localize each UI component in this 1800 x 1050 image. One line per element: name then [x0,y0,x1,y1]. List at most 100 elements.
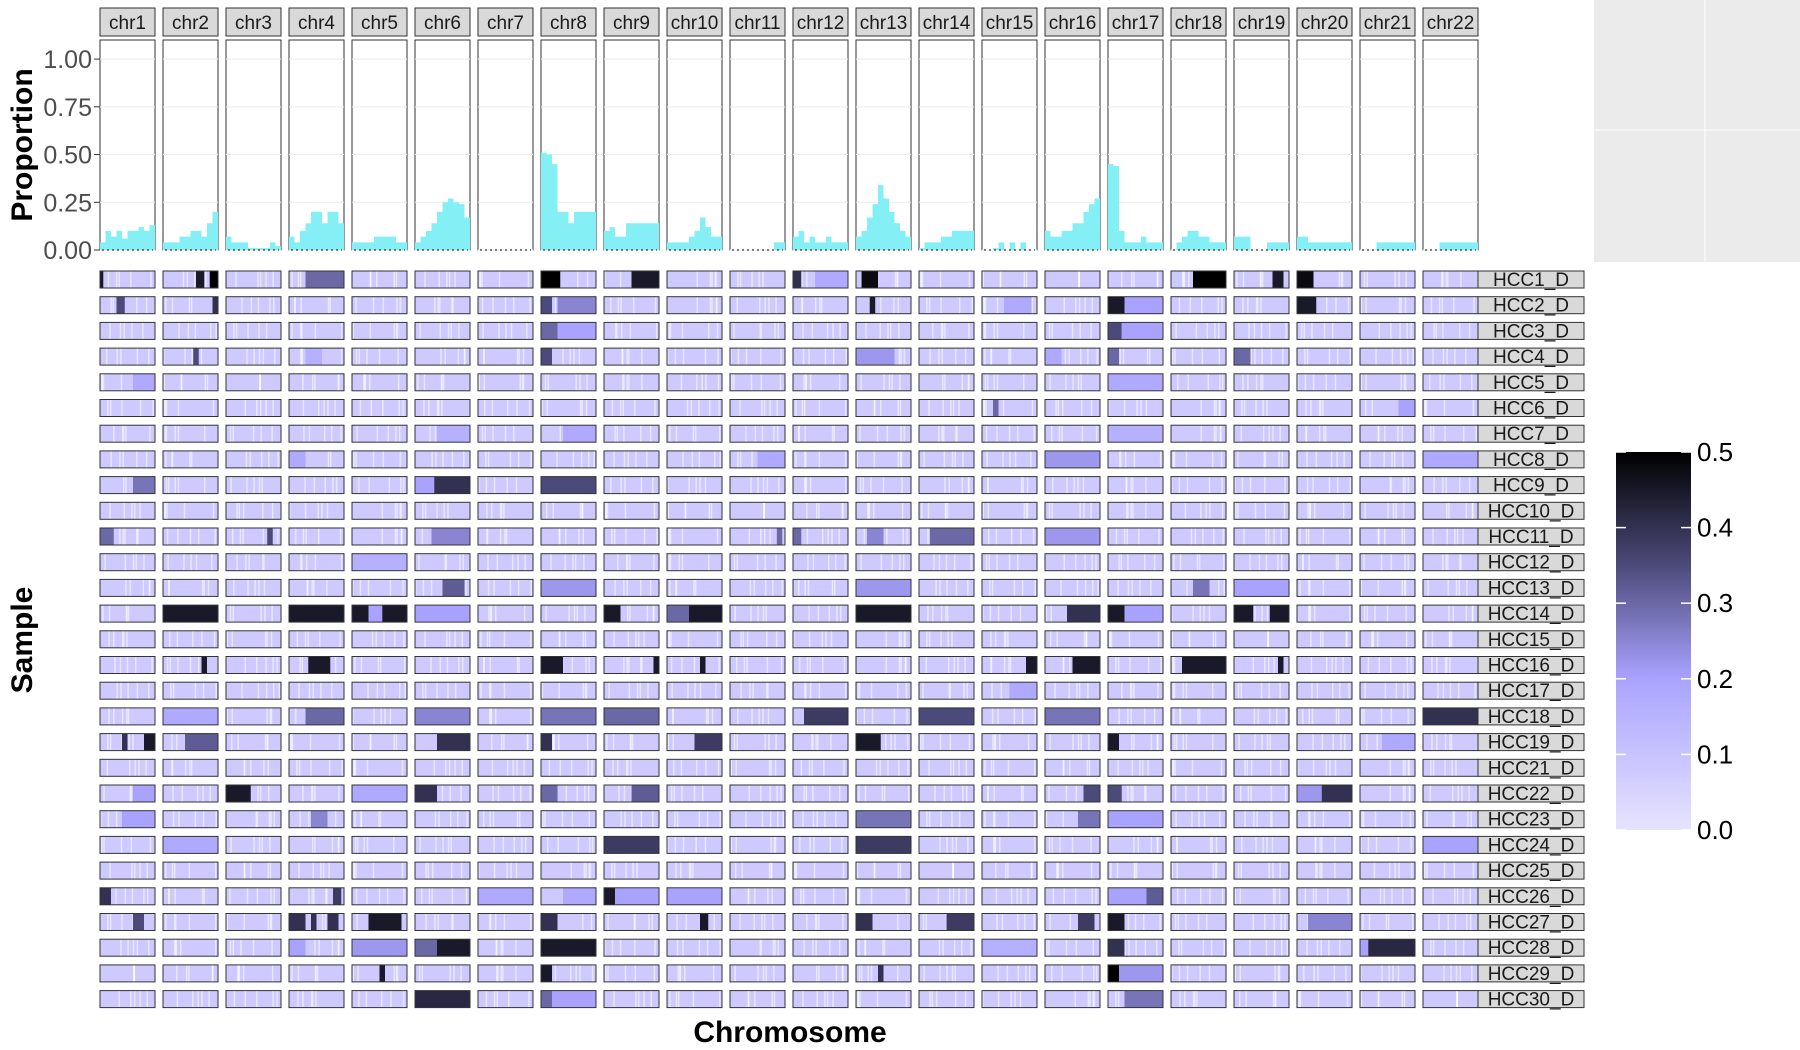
heatmap-cell-base [478,708,533,725]
heatmap-cell-texture [1215,631,1217,648]
heatmap-cell-texture [844,554,846,571]
heatmap-cell-texture [269,297,271,314]
heatmap-cell-texture [133,554,135,571]
heatmap-cell-texture [579,348,581,365]
heatmap-cell-texture [737,297,739,314]
heatmap-cell-texture [132,734,134,751]
heatmap-cell-texture [318,528,320,545]
heatmap-cell [1108,477,1163,494]
heatmap-cell-texture [542,682,544,699]
heatmap-cell-texture [434,759,436,776]
chromosome-strip-label: chr17 [1112,13,1160,34]
heatmap-cell-texture [641,657,643,674]
heatmap-cell-texture [429,425,431,442]
heatmap-cell-texture [1176,836,1178,853]
heatmap-cell-texture [435,811,437,828]
heatmap-cell-texture [152,400,154,417]
heatmap-cell [1234,657,1289,674]
heatmap-cell-texture [310,734,312,751]
heatmap-cell-texture [328,297,330,314]
heatmap-cell [919,425,974,442]
heatmap-cell-texture [749,682,751,699]
heatmap-cell-texture [1075,297,1077,314]
heatmap-cell-texture [1304,322,1306,339]
heatmap-cell-texture [377,682,379,699]
heatmap-cell-texture [1475,425,1477,442]
heatmap-cell-texture [1349,579,1351,596]
heatmap-segment [541,579,596,596]
heatmap-cell-texture [164,502,166,519]
heatmap-cell-texture [341,554,343,571]
heatmap-cell-texture [898,862,900,879]
heatmap-cell-texture [1444,425,1446,442]
heatmap-cell-base [667,425,722,442]
heatmap-cell-texture [626,374,628,391]
heatmap-cell-texture [1091,400,1093,417]
heatmap-cell [541,451,596,468]
heatmap-cell-texture [1221,477,1223,494]
heatmap-cell [478,477,533,494]
heatmap-cell [352,914,407,931]
heatmap-cell-texture [1216,836,1218,853]
heatmap-cell-texture [1426,811,1428,828]
heatmap-cell-texture [460,785,462,802]
heatmap-cell-texture [454,759,456,776]
heatmap-cell-texture [1274,888,1276,905]
heatmap-cell-texture [626,554,628,571]
heatmap-cell-texture [833,425,835,442]
heatmap-cell-base [352,862,407,879]
heatmap-cell-texture [418,554,420,571]
heatmap-cell-texture [1384,528,1386,545]
heatmap-cell-texture [107,759,109,776]
heatmap-cell [1108,374,1163,391]
heatmap-cell-texture [805,451,807,468]
heatmap-cell-texture [1268,862,1270,879]
heatmap-cell-texture [1264,451,1266,468]
heatmap-cell [415,734,470,751]
heatmap-cell-texture [942,400,944,417]
heatmap-cell [415,785,470,802]
heatmap-cell-texture [757,477,759,494]
heatmap-cell-texture [986,554,988,571]
heatmap-cell-texture [173,682,175,699]
heatmap-cell-texture [682,554,684,571]
heatmap-cell-texture [938,348,940,365]
heatmap-cell-texture [297,631,299,648]
heatmap-segment [856,836,911,853]
heatmap-cell-texture [1262,374,1264,391]
heatmap-cell-texture [1033,528,1035,545]
heatmap-cell-texture [769,400,771,417]
heatmap-cell-texture [1092,579,1094,596]
heatmap-cell-texture [712,708,714,725]
heatmap-cell-texture [827,322,829,339]
heatmap-cell-texture [1158,528,1160,545]
heatmap-cell-texture [340,425,342,442]
heatmap-cell-texture [197,785,199,802]
heatmap-cell [1171,400,1226,417]
proportion-panel-chr19: chr19 [1234,8,1289,250]
heatmap-cell [163,682,218,699]
heatmap-cell-texture [1146,400,1148,417]
heatmap-cell [1234,862,1289,879]
heatmap-cell-texture [259,477,261,494]
heatmap-cell-texture [812,785,814,802]
heatmap-cell-texture [394,734,396,751]
heatmap-cell-texture [571,759,573,776]
heatmap-cell-texture [995,631,997,648]
heatmap-cell-base [730,759,785,776]
heatmap-segment [226,785,251,802]
heatmap-cell [1423,322,1478,339]
heatmap-cell-texture [885,734,887,751]
heatmap-cell-texture [321,502,323,519]
heatmap-cell-texture [1194,528,1196,545]
heatmap-cell-texture [1411,888,1413,905]
heatmap-cell [163,451,218,468]
heatmap-cell [982,322,1037,339]
heatmap-cell-texture [120,322,122,339]
heatmap-cell-texture [746,657,748,674]
heatmap-cell-base [856,888,911,905]
heatmap-cell-texture [1407,348,1409,365]
heatmap-cell-texture [256,657,258,674]
heatmap-cell-texture [760,785,762,802]
heatmap-cell-texture [584,785,586,802]
